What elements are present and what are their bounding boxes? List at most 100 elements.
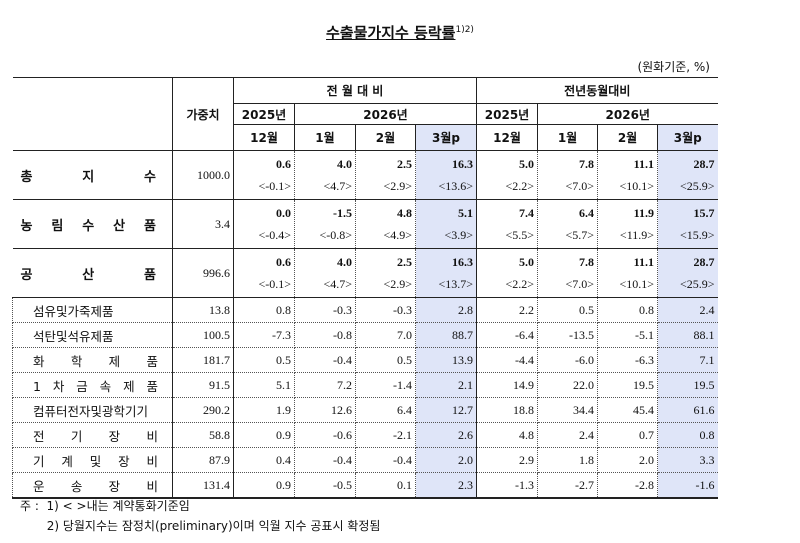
weight-cell: 131.4	[172, 472, 234, 499]
weight-cell: 290.2	[172, 397, 234, 423]
header-month: 1월	[294, 124, 356, 151]
table-row: 석탄및석유제품 100.5 -7.3 -0.8 7.0 88.7 -6.4 -13.5 -5.1…	[12, 322, 718, 348]
row-label: 화 학 제 품	[12, 347, 173, 373]
table-title: 수출물가지수 등락률1)2)	[326, 24, 474, 42]
value-cell: 14.9	[476, 372, 539, 398]
header-month: 12월	[476, 124, 539, 151]
value-cell: 88.7	[414, 322, 478, 348]
value-cell: 12.6	[294, 397, 356, 423]
table-row: 총 지 수 1000.0 0.6 <-0.1> 4.0 <4.7> 2.5 <2.9> 16.3…	[12, 150, 718, 200]
value-cell: 0.9	[233, 472, 295, 499]
value-cell: 15.7 <15.9>	[657, 199, 718, 249]
value-cell: 4.0 <4.7>	[294, 150, 356, 200]
row-label: 운 송 장 비	[12, 472, 173, 499]
value-cell: -6.0	[537, 347, 599, 373]
value-cell: 1.9	[233, 397, 295, 423]
value-cell: 16.3 <13.7>	[414, 248, 478, 298]
value-cell: 2.5 <2.9>	[355, 150, 416, 200]
value-cell: -4.4	[476, 347, 539, 373]
value-cell: 12.7	[414, 397, 478, 423]
table-row: 섬유및가죽제품 13.8 0.8 -0.3 -0.3 2.8 2.2 0.5 0.8 2.4	[12, 297, 718, 323]
header-month: 2월	[355, 124, 416, 151]
value-cell: 19.5	[657, 372, 718, 398]
weight-cell: 100.5	[172, 322, 234, 348]
row-label: 석탄및석유제품	[12, 322, 173, 348]
value-cell: -7.3	[233, 322, 295, 348]
header-year: 2025년	[476, 103, 539, 125]
value-cell: 13.9	[414, 347, 478, 373]
value-cell: 2.3	[414, 472, 478, 499]
header-month: 3월p	[657, 124, 718, 151]
value-cell: 2.5 <2.9>	[355, 248, 416, 298]
value-cell: 0.7	[597, 422, 659, 448]
table-row: 공 산 품 996.6 0.6 <-0.1> 4.0 <4.7> 2.5 <2.9> 16.3 <…	[12, 248, 718, 298]
header-blank	[12, 77, 173, 151]
value-cell: 1.8	[537, 447, 599, 473]
value-cell: -0.4	[355, 447, 416, 473]
weight-cell: 87.9	[172, 447, 234, 473]
value-cell: 11.1 <10.1>	[597, 150, 659, 200]
header-mom: 전 월 대 비	[232, 77, 478, 104]
value-cell: 0.8	[233, 297, 295, 323]
value-cell: 0.8	[657, 422, 718, 448]
value-cell: 11.1 <10.1>	[597, 248, 659, 298]
value-cell: -0.3	[294, 297, 356, 323]
row-label: 전 기 장 비	[12, 422, 173, 448]
value-cell: 45.4	[597, 397, 659, 423]
row-label: 기 계 및 장 비	[12, 447, 173, 473]
value-cell: 2.1	[414, 372, 478, 398]
value-cell: 0.1	[355, 472, 416, 499]
weight-cell: 58.8	[172, 422, 234, 448]
value-cell: 2.4	[537, 422, 599, 448]
table-row: 운 송 장 비 131.4 0.9 -0.5 0.1 2.3 -1.3 -2.7 -2.8 -1.…	[12, 472, 718, 499]
value-cell: 0.0 <-0.4>	[233, 199, 295, 249]
value-cell: -0.3	[355, 297, 416, 323]
value-cell: -2.1	[355, 422, 416, 448]
header-month: 12월	[233, 124, 295, 151]
row-label: 공 산 품	[12, 248, 173, 298]
value-cell: 2.8	[414, 297, 478, 323]
value-cell: 2.2	[476, 297, 539, 323]
value-cell: -0.6	[294, 422, 356, 448]
table-row: 화 학 제 품 181.7 0.5 -0.4 0.5 13.9 -4.4 -6.0 -6.3 7.…	[12, 347, 718, 373]
value-cell: -1.5 <-0.8>	[294, 199, 356, 249]
value-cell: -1.3	[476, 472, 539, 499]
value-cell: 6.4	[355, 397, 416, 423]
header-year: 2025년	[233, 103, 295, 125]
table-row: 컴퓨터전자및광학기기 290.2 1.9 12.6 6.4 12.7 18.8 34.4 45.…	[12, 397, 718, 423]
value-cell: 0.5	[537, 297, 599, 323]
weight-cell: 3.4	[172, 199, 234, 249]
value-cell: 4.8 <4.9>	[355, 199, 416, 249]
value-cell: 0.9	[233, 422, 295, 448]
weight-cell: 181.7	[172, 347, 234, 373]
row-label: 총 지 수	[12, 150, 173, 200]
value-cell: 34.4	[537, 397, 599, 423]
value-cell: -1.6	[657, 472, 718, 499]
value-cell: 4.8	[476, 422, 539, 448]
unit-label: (원화기준, %)	[637, 60, 710, 74]
value-cell: -0.4	[294, 347, 356, 373]
header-month: 3월p	[414, 124, 478, 151]
value-cell: 16.3 <13.6>	[414, 150, 478, 200]
value-cell: 7.0	[355, 322, 416, 348]
footnote-1: 주 : 1) < >내는 계약통화기준임	[20, 499, 190, 513]
value-cell: 7.2	[294, 372, 356, 398]
header-yoy: 전년동월대비	[476, 77, 718, 104]
value-cell: 7.1	[657, 347, 718, 373]
value-cell: 0.5	[233, 347, 295, 373]
footnote-2: 2) 당월지수는 잠정치(preliminary)이며 익월 지수 공표시 확정…	[20, 519, 381, 533]
value-cell: 6.4 <5.7>	[537, 199, 599, 249]
table-row: 1 차 금 속 제 품 91.5 5.1 7.2 -1.4 2.1 14.9 22.0 19.5…	[12, 372, 718, 398]
header-year: 2026년	[537, 103, 718, 125]
value-cell: 0.4	[233, 447, 295, 473]
value-cell: -13.5	[537, 322, 599, 348]
export-price-index-table: 가중치 전 월 대 비 전년동월대비 2025년 2026년 2025년 202…	[12, 77, 718, 499]
value-cell: -0.8	[294, 322, 356, 348]
value-cell: 5.1	[233, 372, 295, 398]
value-cell: 19.5	[597, 372, 659, 398]
value-cell: -2.7	[537, 472, 599, 499]
value-cell: 2.0	[597, 447, 659, 473]
value-cell: 7.8 <7.0>	[537, 150, 599, 200]
value-cell: 2.0	[414, 447, 478, 473]
table-row: 전 기 장 비 58.8 0.9 -0.6 -2.1 2.6 4.8 2.4 0.7 0.8	[12, 422, 718, 448]
